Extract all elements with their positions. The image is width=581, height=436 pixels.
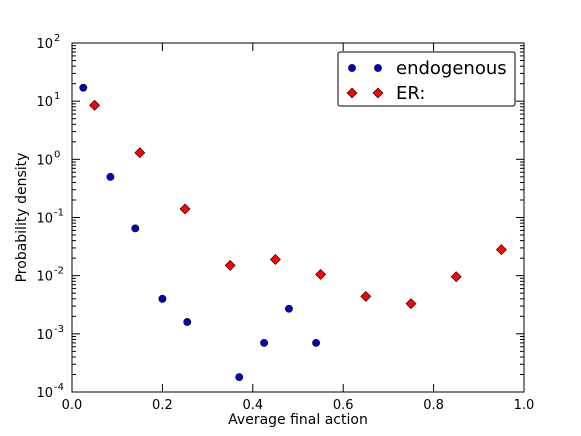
er-point: [450, 271, 462, 283]
y-tick-exponent: 1: [54, 91, 60, 102]
endogenous-point: [131, 224, 140, 233]
y-tick-exponent: -2: [54, 266, 64, 277]
data-points: [79, 83, 507, 382]
er-point: [315, 269, 327, 280]
er-point: [405, 298, 417, 310]
plot-frame: [71, 42, 525, 393]
y-tick-exponent: 2: [54, 33, 60, 44]
x-tick-label: 1.0: [514, 398, 535, 413]
x-tick-label: 0.4: [242, 398, 263, 413]
endogenous-point: [183, 318, 192, 326]
legend-label: endogenous: [396, 58, 507, 79]
endogenous-point: [79, 83, 88, 92]
er-point: [495, 244, 507, 256]
y-tick-label: 10: [36, 212, 53, 227]
y-tick-exponent: -1: [54, 208, 64, 219]
x-tick-label: 0.6: [333, 398, 354, 413]
legend-marker-er: [372, 87, 384, 99]
y-tick-label: 10: [36, 95, 53, 110]
er-point: [134, 147, 146, 159]
legend: endogenous ER:: [337, 51, 516, 107]
endogenous-point: [312, 338, 320, 347]
legend-marker-endogenous: [374, 64, 382, 72]
endogenous-point: [158, 294, 167, 303]
endogenous-point: [235, 373, 244, 382]
legend-marker-er: [346, 87, 358, 99]
er-point: [89, 99, 101, 111]
er-point: [269, 254, 281, 265]
y-tick-label: 10: [36, 270, 53, 285]
x-tick-label: 0.2: [152, 398, 173, 413]
y-tick-exponent: -3: [54, 324, 64, 335]
legend-marker-endogenous: [348, 64, 356, 72]
x-axis-label: Average final action: [228, 412, 368, 428]
legend-label: ER:: [396, 83, 425, 104]
y-axis-label: Probability density: [14, 153, 30, 283]
er-point: [179, 203, 191, 215]
x-tick-label: 0.0: [62, 398, 83, 413]
endogenous-point: [285, 304, 293, 313]
endogenous-point: [106, 172, 115, 181]
er-point: [224, 259, 236, 271]
er-point: [360, 290, 372, 302]
y-tick-exponent: 0: [54, 149, 60, 160]
y-tick-label: 10: [36, 328, 53, 343]
x-tick-label: 0.8: [423, 398, 444, 413]
y-tick-label: 10: [36, 386, 53, 401]
y-tick-label: 10: [36, 153, 53, 168]
endogenous-point: [260, 338, 268, 347]
y-tick-label: 10: [36, 37, 53, 52]
y-tick-exponent: -4: [54, 382, 64, 393]
